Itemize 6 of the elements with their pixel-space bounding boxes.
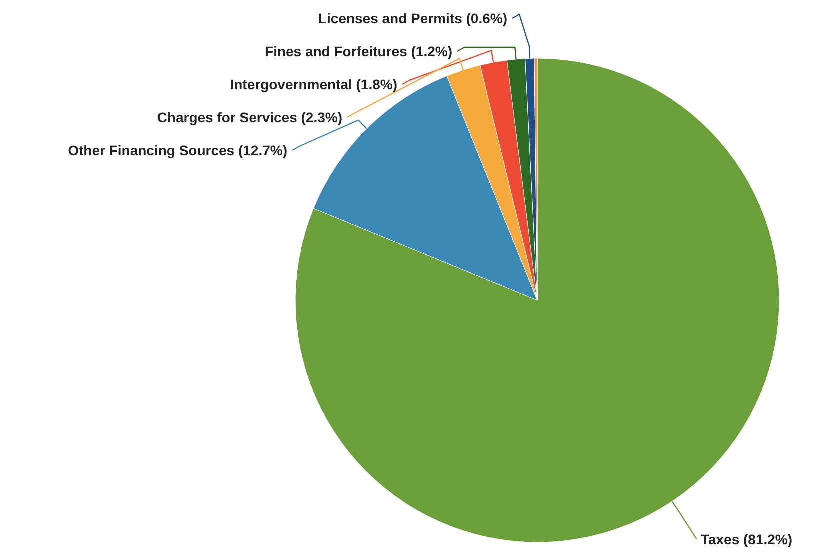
- slice-label: Intergovernmental (1.8%): [230, 76, 398, 92]
- slice-label: Charges for Services (2.3%): [157, 110, 343, 126]
- slice-label: Fines and Forfeitures (1.2%): [265, 44, 452, 60]
- slice-label: Other Financing Sources (12.7%): [68, 142, 288, 158]
- slice-label: Licenses and Permits (0.6%): [318, 10, 508, 26]
- slice-label: Taxes (81.2%): [700, 531, 793, 548]
